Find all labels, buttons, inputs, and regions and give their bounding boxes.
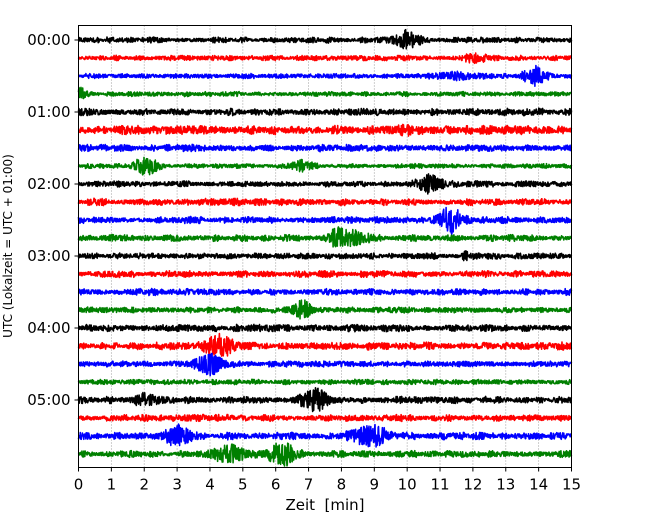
y-axis: 00:00 01:00 02:00 03:00 04:00 05:00 bbox=[27, 31, 79, 409]
trace-line bbox=[77, 52, 573, 65]
trace-line bbox=[77, 64, 573, 87]
y-tick-label: 05:00 bbox=[27, 391, 70, 409]
x-tick-label: 1 bbox=[107, 476, 117, 494]
trace-line bbox=[77, 332, 573, 357]
trace-line bbox=[77, 413, 572, 423]
x-tick-label: 4 bbox=[205, 476, 215, 494]
x-tick-label: 11 bbox=[430, 476, 449, 494]
x-tick-label: 8 bbox=[337, 476, 347, 494]
x-tick-label: 10 bbox=[398, 476, 417, 494]
x-tick-label: 3 bbox=[172, 476, 182, 494]
y-tick-label: 02:00 bbox=[27, 175, 70, 193]
trace-line bbox=[78, 28, 573, 50]
x-tick-label: 0 bbox=[74, 476, 84, 494]
x-axis: 0 1 2 3 4 5 6 7 8 9 10 11 12 13 14 15 bbox=[74, 467, 581, 494]
x-axis-label: Zeit [min] bbox=[285, 496, 364, 514]
trace-line bbox=[77, 123, 573, 137]
y-axis-label: UTC (Lokalzeit = UTC + 01:00) bbox=[1, 154, 15, 338]
x-tick-label: 9 bbox=[370, 476, 380, 494]
trace-line bbox=[78, 323, 573, 333]
y-tick-label: 04:00 bbox=[27, 319, 70, 337]
trace-line bbox=[78, 269, 573, 279]
trace-line bbox=[77, 386, 573, 413]
trace-line bbox=[77, 226, 572, 248]
x-tick-label: 6 bbox=[271, 476, 281, 494]
y-tick-label: 01:00 bbox=[27, 103, 70, 121]
trace-line bbox=[77, 287, 573, 297]
x-tick-label: 13 bbox=[496, 476, 515, 494]
y-tick-label: 00:00 bbox=[27, 31, 70, 49]
x-tick-label: 15 bbox=[562, 476, 581, 494]
trace-line bbox=[77, 156, 573, 176]
trace-line bbox=[77, 206, 573, 236]
trace-line bbox=[77, 173, 573, 195]
traces bbox=[77, 28, 573, 467]
plot-frame bbox=[78, 25, 572, 468]
trace-line bbox=[77, 442, 573, 467]
x-tick-label: 5 bbox=[238, 476, 248, 494]
y-tick-label: 03:00 bbox=[27, 247, 70, 265]
trace-line bbox=[77, 86, 572, 100]
x-tick-label: 2 bbox=[139, 476, 149, 494]
trace-line bbox=[77, 352, 573, 377]
trace-line bbox=[77, 250, 573, 262]
trace-line bbox=[77, 107, 573, 117]
trace-line bbox=[77, 299, 573, 320]
trace-line bbox=[77, 143, 573, 153]
x-tick-label: 14 bbox=[529, 476, 548, 494]
x-tick-label: 7 bbox=[304, 476, 314, 494]
trace-line bbox=[77, 197, 573, 207]
trace-line bbox=[77, 378, 572, 386]
trace-line bbox=[77, 423, 573, 448]
x-tick-label: 12 bbox=[463, 476, 482, 494]
